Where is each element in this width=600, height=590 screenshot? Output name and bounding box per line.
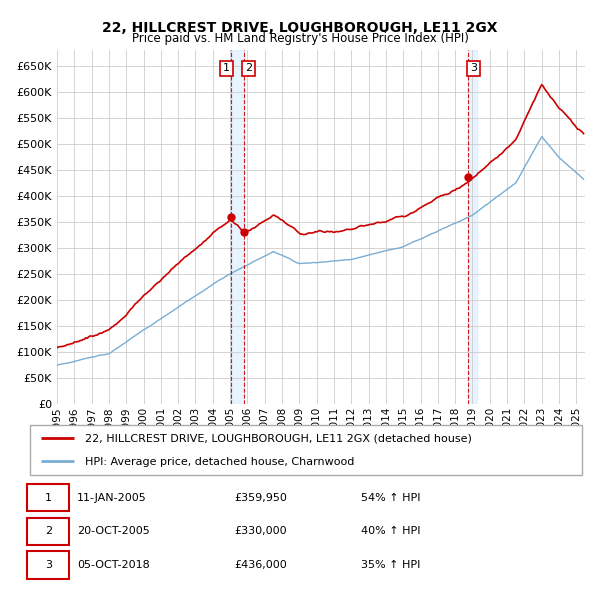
Text: 35% ↑ HPI: 35% ↑ HPI	[361, 560, 421, 570]
Text: Price paid vs. HM Land Registry's House Price Index (HPI): Price paid vs. HM Land Registry's House …	[131, 32, 469, 45]
FancyBboxPatch shape	[27, 484, 68, 512]
Text: 1: 1	[45, 493, 52, 503]
Text: £436,000: £436,000	[234, 560, 287, 570]
Text: 22, HILLCREST DRIVE, LOUGHBOROUGH, LE11 2GX: 22, HILLCREST DRIVE, LOUGHBOROUGH, LE11 …	[102, 21, 498, 35]
FancyBboxPatch shape	[27, 551, 68, 579]
Text: 54% ↑ HPI: 54% ↑ HPI	[361, 493, 421, 503]
Text: 11-JAN-2005: 11-JAN-2005	[77, 493, 146, 503]
Text: 1: 1	[223, 63, 230, 73]
Text: 20-OCT-2005: 20-OCT-2005	[77, 526, 149, 536]
Text: 2: 2	[44, 526, 52, 536]
FancyBboxPatch shape	[30, 425, 582, 475]
Text: 05-OCT-2018: 05-OCT-2018	[77, 560, 149, 570]
Text: 3: 3	[45, 560, 52, 570]
FancyBboxPatch shape	[27, 517, 68, 545]
Text: 3: 3	[470, 63, 477, 73]
Bar	[230, 50, 244, 404]
Text: HPI: Average price, detached house, Charnwood: HPI: Average price, detached house, Char…	[85, 457, 355, 467]
Bar	[469, 50, 477, 404]
Text: £359,950: £359,950	[234, 493, 287, 503]
Text: 40% ↑ HPI: 40% ↑ HPI	[361, 526, 421, 536]
Text: £330,000: £330,000	[234, 526, 287, 536]
Text: 22, HILLCREST DRIVE, LOUGHBOROUGH, LE11 2GX (detached house): 22, HILLCREST DRIVE, LOUGHBOROUGH, LE11 …	[85, 434, 472, 444]
Text: 2: 2	[245, 63, 252, 73]
